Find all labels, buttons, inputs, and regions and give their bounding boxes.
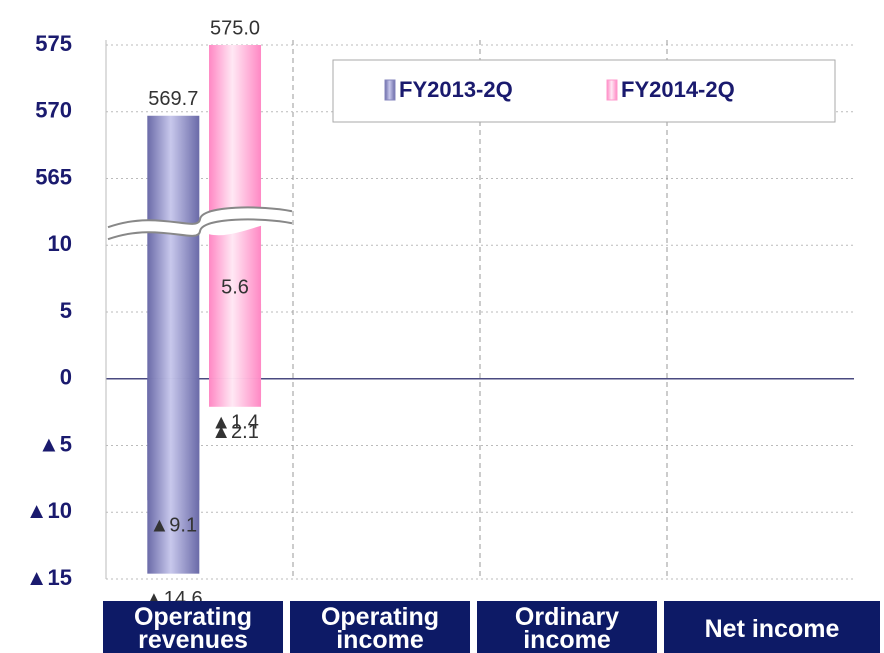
category-label: Operating income [290, 601, 470, 653]
category-label: Net income [664, 601, 880, 653]
value-label: 5.6 [221, 276, 249, 298]
y-tick-label: ▲5 [38, 431, 72, 456]
legend-swatch [606, 79, 618, 101]
legend-label: FY2014-2Q [621, 77, 735, 102]
y-tick-label: ▲10 [26, 498, 72, 523]
y-tick-label: 565 [35, 164, 72, 189]
axis-break-line [107, 206, 293, 229]
legend-label: FY2013-2Q [399, 77, 513, 102]
axis-break-fill [108, 207, 292, 240]
category-label: Ordinary income [477, 601, 657, 653]
value-label: 569.7 [148, 88, 198, 110]
legend-swatch [384, 79, 396, 101]
legend-box [332, 59, 836, 123]
y-tick-label: 0 [60, 365, 72, 390]
value-label: ▲1.4 [211, 412, 259, 434]
bar [147, 378, 200, 501]
category-label: Operating revenues [103, 601, 283, 653]
value-label: ▲9.1 [150, 515, 198, 537]
y-tick-label: 575 [35, 31, 72, 56]
bar [147, 115, 200, 379]
y-tick-label: 10 [48, 231, 72, 256]
value-label: 575.0 [210, 17, 260, 39]
axis-break-line [107, 218, 293, 241]
value-label: ▲2.1 [211, 421, 259, 443]
y-tick-label: 570 [35, 98, 72, 123]
bar [209, 378, 262, 407]
y-tick-label: 5 [60, 298, 72, 323]
y-tick-label: ▲15 [26, 565, 72, 590]
bar [209, 303, 262, 379]
